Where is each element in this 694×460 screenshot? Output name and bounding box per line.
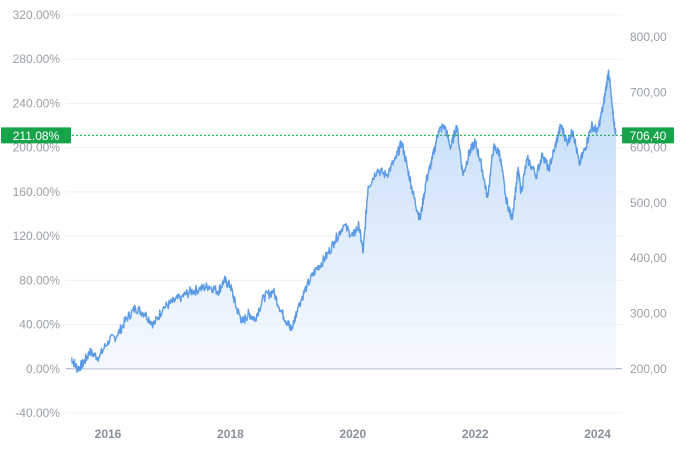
y-left-tick-label: 200.00% [13,141,61,155]
y-left-tick-label: 40.00% [19,318,60,332]
left-axis: -40.00% 0.00% 40.00% 80.00% 120.00% 160.00% 20… [13,8,61,420]
y-left-tick-label: 240.00% [13,96,61,110]
current-price-badge [622,127,674,144]
series-line [71,69,617,373]
current-price-label: 706,40 [630,129,667,143]
y-right-tick-label: 400,00 [630,251,667,265]
current-percent-badge [1,127,71,144]
x-axis: 2016 2018 2020 2022 2024 [95,427,612,441]
y-left-tick-label: 120.00% [13,229,61,243]
y-right-tick-label: 800,00 [630,30,667,44]
y-left-tick-label: 280.00% [13,52,61,66]
y-right-tick-label: 200,00 [630,362,667,376]
area-layer [71,70,616,373]
y-right-tick-label: 500,00 [630,196,667,210]
x-tick-label: 2018 [217,427,244,441]
line-layer [71,69,617,373]
right-axis: 200,00 300,00 400,00 500,00 600,00 700,00 800,… [630,30,667,376]
x-tick-label: 2016 [95,427,122,441]
y-right-tick-label: 700,00 [630,85,667,99]
current-percent-label: 211.08% [13,129,60,143]
current-layer: 211.08% 706,40 [1,127,674,144]
y-left-tick-label: 160.00% [13,185,61,199]
x-tick-label: 2022 [462,427,489,441]
y-right-tick-label: 600,00 [630,141,667,155]
y-left-tick-label: 0.00% [26,362,60,376]
y-right-tick-label: 300,00 [630,307,667,321]
y-left-tick-label: -40.00% [15,406,60,420]
y-left-tick-label: 320.00% [13,8,61,22]
series-area [71,70,616,373]
x-tick-label: 2024 [584,427,611,441]
x-tick-label: 2020 [339,427,366,441]
y-left-tick-label: 80.00% [19,273,60,287]
